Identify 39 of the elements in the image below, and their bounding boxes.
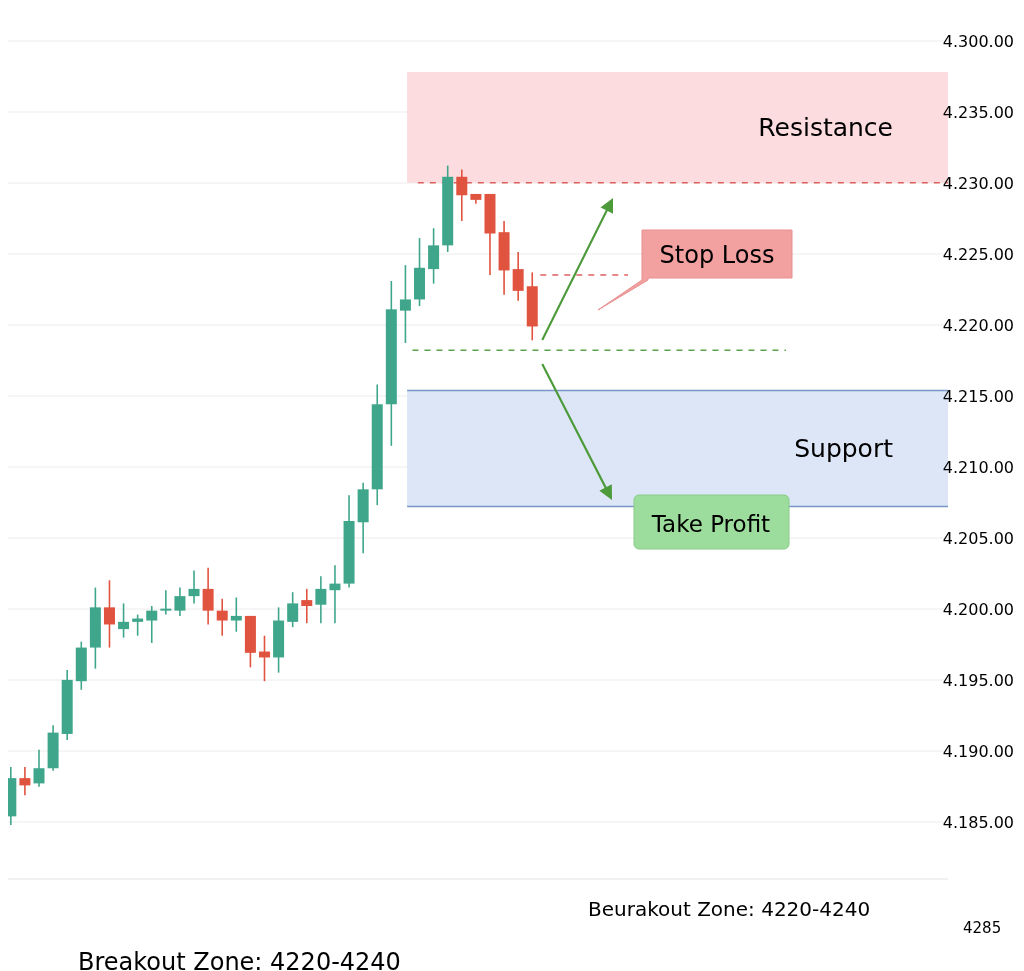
text: 4285 (963, 919, 1002, 937)
candlestick (399, 264, 411, 344)
candlestick (146, 605, 158, 644)
candlestick (512, 251, 524, 302)
candlestick (202, 566, 214, 626)
text: 4.215.00 (942, 387, 1014, 406)
text: 4.225.00 (942, 245, 1014, 264)
candlestick (329, 564, 341, 624)
text: Take Profit (650, 511, 771, 537)
candlestick (301, 588, 313, 624)
candlestick (132, 613, 144, 637)
candlestick (315, 575, 327, 624)
text: 4.210.00 (942, 458, 1014, 477)
candlestick (216, 597, 228, 637)
ref-line-label: Stop Loss (659, 241, 775, 269)
candlestick (230, 596, 242, 633)
candlestick (103, 579, 115, 649)
text: Beurakout Zone: 4220-4240 (588, 897, 871, 921)
text: 4.200.00 (942, 600, 1014, 619)
text: 4.235.00 (942, 103, 1014, 122)
text: 4.195.00 (942, 671, 1014, 690)
text: 4.300.00 (942, 32, 1014, 51)
band-label: Support (794, 434, 894, 464)
candlestick (33, 748, 45, 788)
candlestick (456, 168, 468, 222)
candlestick (118, 602, 130, 639)
text: 4.220.00 (942, 316, 1014, 335)
candlestick (428, 227, 440, 285)
text: Breakout Zone: 4220-4240 (78, 948, 401, 971)
text: 4.190.00 (942, 742, 1014, 761)
text: 4.185.00 (942, 813, 1014, 832)
candlestick (188, 569, 200, 605)
text: 4.205.00 (942, 529, 1014, 548)
text: 4.230.00 (942, 174, 1014, 193)
candlestick (19, 766, 31, 797)
candlestick (160, 589, 172, 616)
candlestick (287, 591, 299, 628)
candlestick (174, 586, 186, 617)
band-label: Resistance (758, 113, 893, 143)
